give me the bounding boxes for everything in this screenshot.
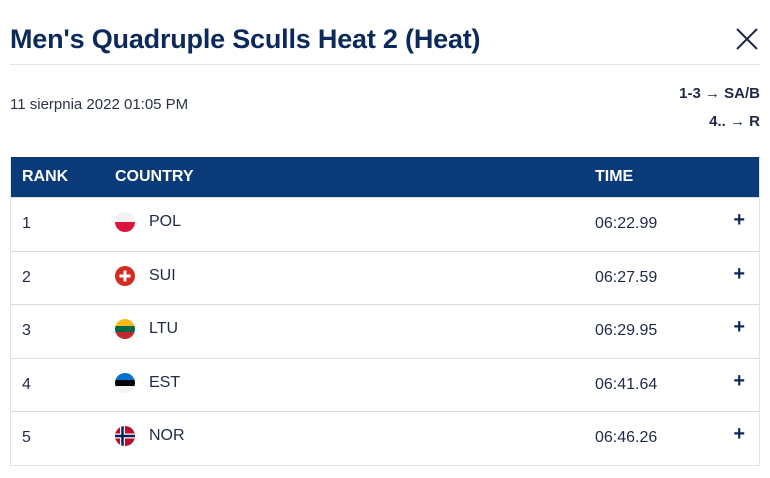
- country-code: POL: [149, 213, 182, 230]
- estonia-flag-icon: [115, 372, 135, 393]
- switzerland-flag-icon: [115, 265, 135, 286]
- race-date: 11 sierpnia 2022 01:05 PM: [10, 96, 189, 113]
- rank-cell: 2: [22, 268, 31, 286]
- time-cell: 06:46.26: [595, 429, 658, 446]
- results-table: RANK COUNTRY TIME 1 POL 06:22.99 + 2 SUI…: [10, 157, 760, 466]
- rank-cell: 5: [22, 429, 31, 446]
- column-header-time: TIME: [595, 168, 634, 185]
- time-cell: 06:27.59: [595, 268, 658, 286]
- close-icon: [736, 28, 758, 50]
- country-code: SUI: [149, 266, 176, 284]
- progression-rule: 4.. → R: [709, 113, 760, 130]
- country-code: LTU: [149, 320, 179, 337]
- table-row[interactable]: 1 POL 06:22.99 +: [11, 197, 759, 251]
- table-row[interactable]: 4 EST 06:41.64 +: [11, 357, 759, 412]
- country-code: EST: [149, 373, 181, 391]
- time-cell: 06:29.95: [595, 322, 658, 339]
- country-cell: LTU: [115, 319, 178, 339]
- rank-cell: 1: [22, 215, 31, 232]
- country-cell: POL: [115, 212, 181, 232]
- expand-row-button[interactable]: +: [733, 369, 745, 392]
- rank-cell: 3: [22, 322, 31, 339]
- header-divider: [10, 64, 760, 65]
- poland-flag-icon: [115, 212, 135, 232]
- table-row[interactable]: 5 NOR 06:46.26 +: [11, 411, 759, 465]
- table-row[interactable]: 2 SUI 06:27.59 +: [11, 250, 759, 305]
- expand-row-button[interactable]: +: [733, 423, 745, 445]
- norway-flag-icon: [115, 426, 135, 446]
- column-header-country: COUNTRY: [115, 168, 194, 185]
- time-cell: 06:41.64: [595, 375, 658, 393]
- progression-rule: 1-3 → SA/B: [679, 85, 760, 102]
- table-row[interactable]: 3 LTU 06:29.95 +: [11, 304, 759, 358]
- dialog-header: Men's Quadruple Sculls Heat 2 (Heat): [10, 22, 760, 62]
- country-cell: SUI: [115, 265, 176, 286]
- lithuania-flag-icon: [115, 319, 135, 339]
- country-cell: NOR: [115, 426, 185, 446]
- expand-row-button[interactable]: +: [733, 316, 745, 338]
- country-code: NOR: [149, 427, 185, 444]
- expand-row-button[interactable]: +: [733, 209, 745, 231]
- time-cell: 06:22.99: [595, 215, 658, 232]
- table-header: RANK COUNTRY TIME: [11, 157, 759, 197]
- page-title: Men's Quadruple Sculls Heat 2 (Heat): [10, 24, 481, 54]
- country-cell: EST: [115, 372, 181, 393]
- column-header-rank: RANK: [22, 168, 69, 185]
- close-button[interactable]: [734, 26, 760, 52]
- rank-cell: 4: [22, 375, 31, 393]
- progression-rules: 1-3 → SA/B 4.. → R: [679, 80, 760, 136]
- expand-row-button[interactable]: +: [733, 262, 745, 285]
